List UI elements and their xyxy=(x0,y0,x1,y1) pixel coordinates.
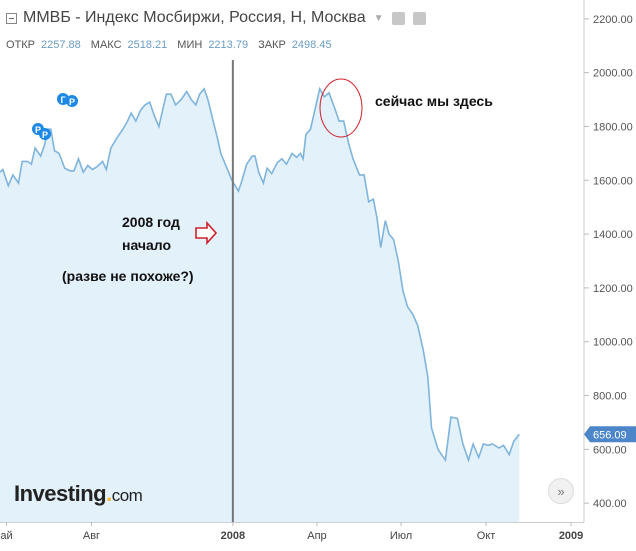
ohlc-row: ОТКР 2257.88 МАКС 2518.21 МИН 2213.79 ЗА… xyxy=(6,39,336,51)
event-marker-letter: Р xyxy=(69,97,75,107)
annotation-year-line2: начало xyxy=(122,237,172,253)
arrow-right-icon xyxy=(195,220,218,246)
y-tick-label: 800.00 xyxy=(593,391,627,403)
logo-suffix: com xyxy=(111,486,143,505)
chart-title: ММВБ - Индекс Мосбиржи, Россия, Н, Москв… xyxy=(23,9,366,26)
annotation-here: сейчас мы здесь xyxy=(375,93,493,109)
series-area xyxy=(0,88,520,523)
x-tick-label: Июл xyxy=(390,530,412,542)
investing-logo: Investing.com xyxy=(14,481,143,507)
annotation-question: (разве не похоже?) xyxy=(62,268,194,284)
logo-main: Investing xyxy=(14,481,107,506)
y-tick-label: 1000.00 xyxy=(593,337,633,349)
event-markers[interactable]: Г Р Р Р xyxy=(32,93,78,140)
event-marker-letter: Р xyxy=(35,125,41,135)
low-value: 2213.79 xyxy=(208,39,249,51)
open-value: 2257.88 xyxy=(41,39,81,51)
event-marker xyxy=(57,93,69,105)
collapse-icon[interactable] xyxy=(6,12,17,24)
y-tick-label: 600.00 xyxy=(593,444,627,456)
y-axis: 400.00 600.00 800.00 1000.00 1200.00 1400.00 1… xyxy=(0,0,633,523)
y-tick-label: 2000.00 xyxy=(593,68,633,80)
dropdown-caret-icon[interactable]: ▼ xyxy=(373,12,384,24)
settings-gear-icon[interactable] xyxy=(412,11,426,25)
y-tick-label: 1200.00 xyxy=(593,283,633,295)
close-label: ЗАКР xyxy=(258,39,286,51)
y-tick-label: 400.00 xyxy=(593,498,627,510)
last-price-tag: 656.09 xyxy=(584,426,636,443)
scroll-forward-button[interactable]: » xyxy=(548,478,574,504)
x-tick-label: Авг xyxy=(83,530,100,542)
eye-icon[interactable] xyxy=(391,11,405,25)
chart-header: ММВБ - Индекс Мосбиржи, Россия, Н, Москв… xyxy=(6,9,426,27)
high-label: МАКС xyxy=(90,39,122,51)
event-marker xyxy=(39,128,51,140)
price-tag-bg xyxy=(584,426,636,443)
event-marker-letter: Г xyxy=(60,95,65,105)
low-label: МИН xyxy=(177,39,203,51)
annotation-year-line1: 2008 год xyxy=(122,214,180,230)
open-label: ОТКР xyxy=(6,39,36,51)
price-tag-label: 656.09 xyxy=(593,429,627,441)
y-tick-label: 1800.00 xyxy=(593,121,633,133)
x-tick-label: Апр xyxy=(307,530,326,542)
close-value: 2498.45 xyxy=(291,39,332,51)
x-tick-label: 2008 xyxy=(221,530,245,542)
logo-dot: . xyxy=(106,481,112,506)
event-marker xyxy=(66,95,78,107)
y-tick-label: 1400.00 xyxy=(593,229,633,241)
x-axis: ай Авг 2008 Апр Июл Окт 2009 xyxy=(0,522,583,542)
series-line xyxy=(0,86,520,463)
x-tick-label: 2009 xyxy=(559,530,583,542)
y-tick-label: 2200.00 xyxy=(593,14,633,26)
double-chevron-right-icon: » xyxy=(557,483,565,499)
highlight-ellipse xyxy=(319,78,363,138)
y-tick-label: 1600.00 xyxy=(593,175,633,187)
high-value: 2518.21 xyxy=(127,39,168,51)
x-tick-label: Окт xyxy=(477,530,496,542)
x-tick-label: ай xyxy=(0,530,12,542)
event-marker-letter: Р xyxy=(42,130,48,140)
